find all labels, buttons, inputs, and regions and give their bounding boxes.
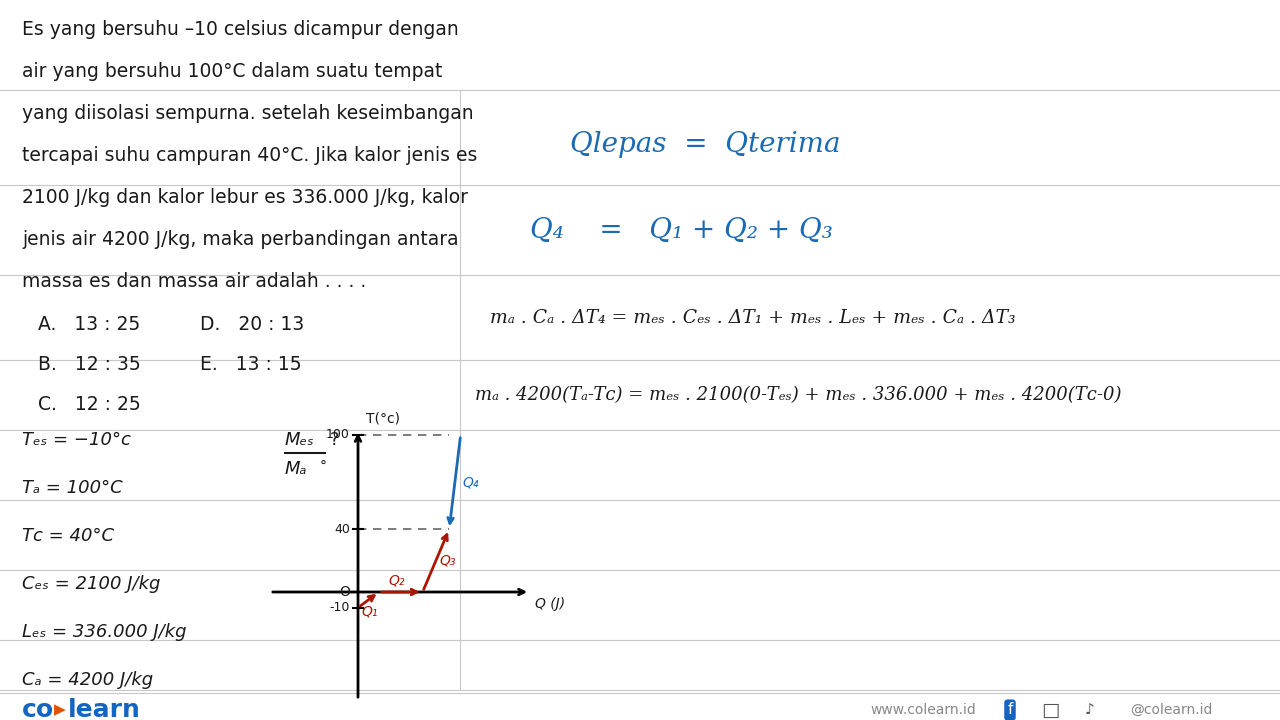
Text: E.   13 : 15: E. 13 : 15 [200,355,302,374]
Text: -10: -10 [330,601,349,614]
Text: ♪: ♪ [1085,703,1094,718]
Text: D.   20 : 13: D. 20 : 13 [200,315,305,334]
Text: f: f [1007,703,1012,718]
Text: □: □ [1041,701,1059,719]
Text: O: O [339,585,349,599]
Text: air yang bersuhu 100°C dalam suatu tempat: air yang bersuhu 100°C dalam suatu tempa… [22,62,443,81]
Text: learn: learn [68,698,141,720]
Text: Cₑₛ = 2100 J/kg: Cₑₛ = 2100 J/kg [22,575,160,593]
Text: ▶: ▶ [54,703,65,718]
Text: B.   12 : 35: B. 12 : 35 [38,355,141,374]
Text: Lₑₛ = 336.000 J/kg: Lₑₛ = 336.000 J/kg [22,623,187,641]
Text: massa es dan massa air adalah . . . .: massa es dan massa air adalah . . . . [22,272,366,291]
Text: co: co [22,698,54,720]
Text: Cₐ = 4200 J/kg: Cₐ = 4200 J/kg [22,671,154,689]
Text: Qlepas  =  Qterima: Qlepas = Qterima [570,132,841,158]
Text: Mₑₛ: Mₑₛ [285,431,315,449]
Text: yang diisolasi sempurna. setelah keseimbangan: yang diisolasi sempurna. setelah keseimb… [22,104,474,123]
Text: @colearn.id: @colearn.id [1130,703,1212,717]
Text: jenis air 4200 J/kg, maka perbandingan antara: jenis air 4200 J/kg, maka perbandingan a… [22,230,458,249]
Text: Q (J): Q (J) [535,597,566,611]
Text: Tᴄ = 40°C: Tᴄ = 40°C [22,527,114,545]
Text: Es yang bersuhu –10 celsius dicampur dengan: Es yang bersuhu –10 celsius dicampur den… [22,20,458,39]
Text: Mₐ: Mₐ [285,460,307,478]
Text: C.   12 : 25: C. 12 : 25 [38,395,141,414]
Text: 100: 100 [326,428,349,441]
Text: Tₑₛ = −10°c: Tₑₛ = −10°c [22,431,131,449]
Text: Tₐ = 100°C: Tₐ = 100°C [22,479,123,497]
Text: Q₄    =   Q₁ + Q₂ + Q₃: Q₄ = Q₁ + Q₂ + Q₃ [530,217,833,243]
Text: T(°c): T(°c) [366,411,399,425]
Text: °: ° [320,460,326,474]
Text: mₐ . 4200(Tₐ-Tᴄ) = mₑₛ . 2100(0-Tₑₛ) + mₑₛ . 336.000 + mₑₛ . 4200(Tᴄ-0): mₐ . 4200(Tₐ-Tᴄ) = mₑₛ . 2100(0-Tₑₛ) + m… [475,386,1121,404]
Text: www.colearn.id: www.colearn.id [870,703,975,717]
Text: Q₄: Q₄ [462,475,479,489]
Text: 2100 J/kg dan kalor lebur es 336.000 J/kg, kalor: 2100 J/kg dan kalor lebur es 336.000 J/k… [22,188,468,207]
Text: Q₁: Q₁ [361,605,378,619]
Text: 40: 40 [334,523,349,536]
Text: mₐ . Cₐ . ΔT₄ = mₑₛ . Cₑₛ . ΔT₁ + mₑₛ . Lₑₛ + mₑₛ . Cₐ . ΔT₃: mₐ . Cₐ . ΔT₄ = mₑₛ . Cₑₛ . ΔT₁ + mₑₛ . … [490,309,1015,327]
Text: A.   13 : 25: A. 13 : 25 [38,315,141,334]
Text: ?: ? [330,431,339,449]
Text: Q₃: Q₃ [439,554,456,567]
Text: tercapai suhu campuran 40°C. Jika kalor jenis es: tercapai suhu campuran 40°C. Jika kalor … [22,146,477,165]
Text: Q₂: Q₂ [388,574,404,588]
